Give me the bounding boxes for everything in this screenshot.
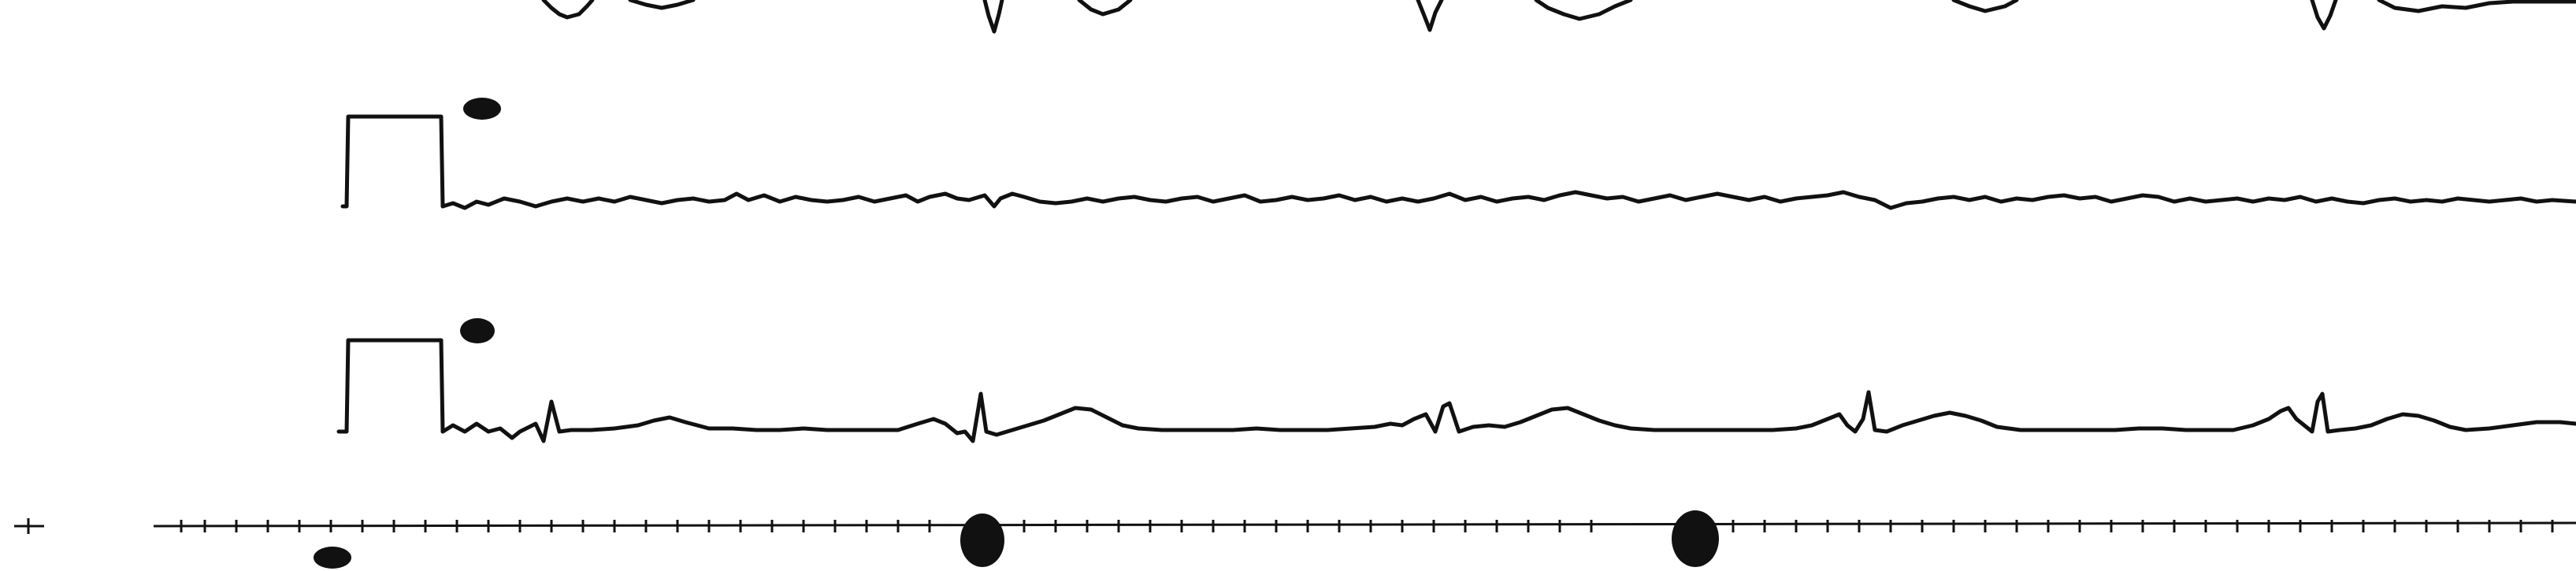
timing-line [14, 510, 2576, 569]
middle-trace [340, 98, 2576, 210]
top-trace-waveform [541, 0, 2576, 34]
timing-ticks [180, 520, 2554, 532]
top-trace [541, 0, 2576, 34]
bottom-trace [336, 318, 2576, 443]
middle-calibration-pulse [340, 114, 445, 209]
timing-marker-right [1672, 510, 1719, 567]
bottom-calibration-pulse [336, 338, 445, 434]
middle-pen-mark [463, 98, 501, 120]
middle-trace-waveform [440, 190, 2576, 210]
bottom-pen-mark [460, 318, 495, 343]
bottom-trace-waveform [440, 390, 2576, 443]
timing-baseline [153, 521, 2576, 528]
timing-marker-left [314, 547, 351, 569]
timing-marker-mid [960, 514, 1004, 567]
